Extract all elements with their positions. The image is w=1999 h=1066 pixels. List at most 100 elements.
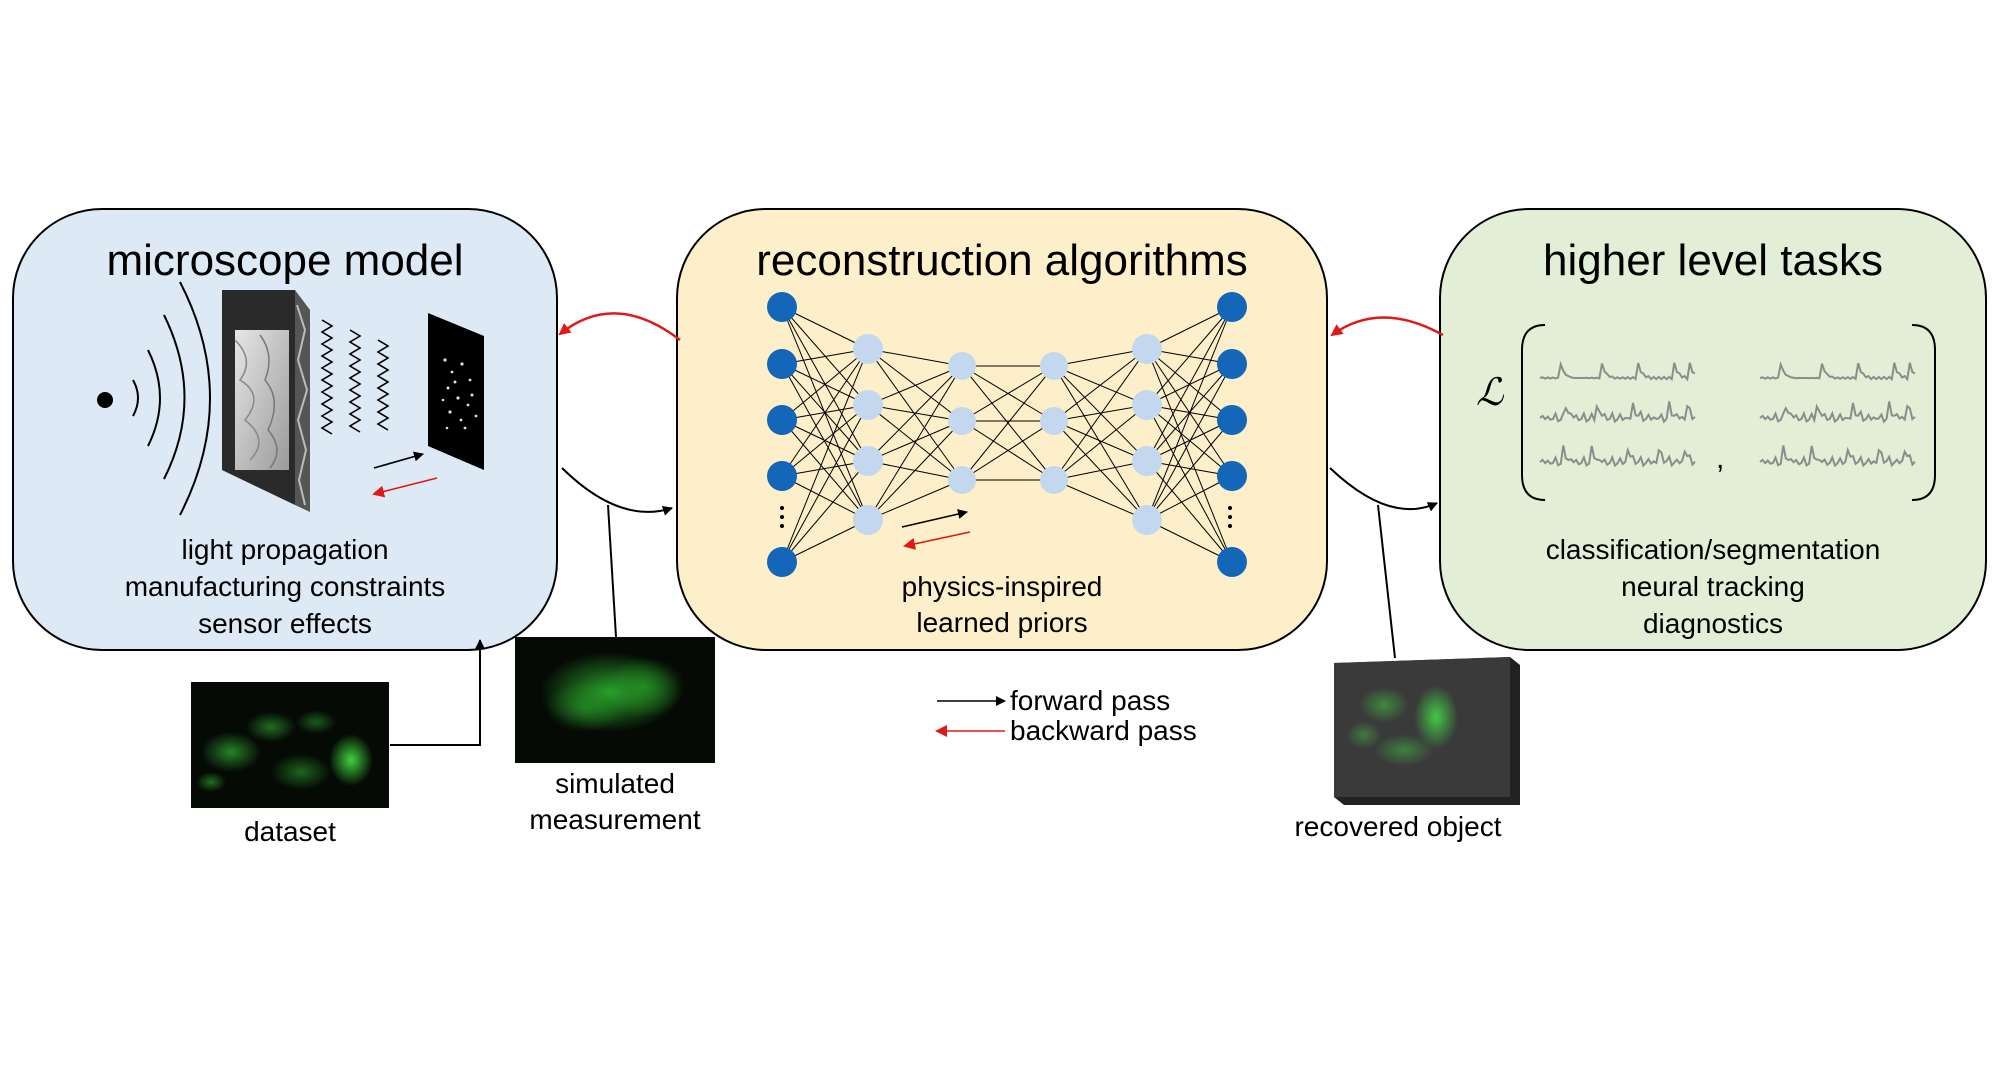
network-edge xyxy=(1146,306,1233,462)
network-edge xyxy=(1053,348,1148,422)
network-edge xyxy=(781,306,869,350)
network-edge xyxy=(1053,420,1148,462)
network-node xyxy=(1132,390,1162,420)
point-source-icon xyxy=(97,392,113,408)
network-node xyxy=(767,292,797,322)
network-edge xyxy=(867,348,963,367)
network-node xyxy=(853,390,883,420)
calcium-traces xyxy=(1539,360,1916,468)
forward-arrow-microscope-to-recon xyxy=(561,467,673,516)
network-edge xyxy=(1146,475,1233,521)
network-edge xyxy=(1053,348,1148,367)
network-edge xyxy=(781,348,869,421)
network-node xyxy=(948,466,976,494)
microscope-line-2: manufacturing constraints xyxy=(124,571,446,602)
recovered-object-image xyxy=(1334,655,1520,805)
legend-backward-label: backward pass xyxy=(1010,715,1197,746)
network-edge xyxy=(781,348,869,477)
network-edge xyxy=(1146,306,1233,521)
tasks-line-3: diagnostics xyxy=(1642,608,1784,639)
network-node xyxy=(853,505,883,535)
simulated-measurement-image xyxy=(515,637,715,763)
trace-line xyxy=(1539,401,1696,424)
trace-line xyxy=(1759,360,1916,382)
network-node xyxy=(767,405,797,435)
network-edge xyxy=(1146,519,1233,563)
network-node xyxy=(1040,352,1068,380)
sensor-icon xyxy=(428,313,484,470)
microscope-line-1: light propagation xyxy=(181,534,389,565)
network-node xyxy=(1132,446,1162,476)
network-edge xyxy=(1146,419,1233,521)
microscope-model-title: microscope model xyxy=(106,236,464,285)
recovered-object-link xyxy=(1377,504,1396,659)
network-edge xyxy=(1053,348,1148,481)
network-node xyxy=(1040,407,1068,435)
dataset-arrow xyxy=(390,639,485,746)
backward-arrow-recon-to-microscope xyxy=(558,312,681,341)
ellipsis-dots xyxy=(780,506,1232,528)
network-edge xyxy=(781,460,869,563)
wavefront-icon xyxy=(132,281,211,516)
reconstruction-line-1: physics-inspired xyxy=(901,571,1103,602)
network-edge xyxy=(867,365,963,521)
network-edge xyxy=(1053,404,1148,422)
bracket-icons xyxy=(1521,324,1936,501)
waves-icon xyxy=(320,319,390,435)
loss-symbol: ℒ xyxy=(1476,370,1504,414)
recovered-object-label: recovered object xyxy=(1294,811,1502,842)
network-edge xyxy=(1053,404,1148,481)
dataset-image xyxy=(191,682,389,808)
network-node xyxy=(948,407,976,435)
network-edge xyxy=(1146,419,1233,462)
trace-line xyxy=(1539,445,1696,468)
network-edge xyxy=(1053,479,1148,521)
trace-line xyxy=(1759,401,1916,424)
tasks-line-2: neural tracking xyxy=(1621,571,1805,602)
network-edge xyxy=(1146,404,1233,563)
network-node xyxy=(1040,466,1068,494)
network-edge xyxy=(781,363,869,521)
reconstruction-title: reconstruction algorithms xyxy=(756,236,1248,285)
network-edge xyxy=(781,475,869,521)
reconstruction-line-2: learned priors xyxy=(916,607,1088,638)
neural-network-edges xyxy=(781,306,1233,563)
network-edge xyxy=(781,348,869,563)
loss-separator: , xyxy=(1716,442,1725,475)
network-node xyxy=(853,334,883,364)
trace-line xyxy=(1759,445,1916,468)
simulated-measurement-link xyxy=(607,504,617,638)
network-edge xyxy=(867,365,963,462)
network-edge xyxy=(1146,460,1233,563)
network-node xyxy=(853,446,883,476)
tasks-line-1: classification/segmentation xyxy=(1545,534,1881,565)
neural-network-icon xyxy=(767,292,1247,577)
network-node xyxy=(767,349,797,379)
network-edge xyxy=(961,365,1055,481)
network-node xyxy=(1217,405,1247,435)
network-node xyxy=(1217,292,1247,322)
tasks-title: higher level tasks xyxy=(1543,236,1883,285)
network-edge xyxy=(781,419,869,521)
network-edge xyxy=(867,420,963,521)
network-node xyxy=(767,461,797,491)
forward-arrow-recon-to-tasks xyxy=(1329,467,1438,512)
network-node xyxy=(1217,461,1247,491)
backward-arrow-tasks-to-recon xyxy=(1330,316,1444,337)
network-edge xyxy=(1146,306,1233,350)
network-edge xyxy=(1146,306,1233,406)
legend-forward-label: forward pass xyxy=(1010,685,1171,716)
network-edge xyxy=(781,306,869,521)
phase-mask-icon xyxy=(222,290,310,512)
network-edge xyxy=(961,365,1055,422)
network-edge xyxy=(867,479,963,521)
network-edge xyxy=(867,348,963,481)
network-node xyxy=(1132,334,1162,364)
network-edge xyxy=(867,420,963,462)
network-edge xyxy=(1146,363,1233,521)
network-edge xyxy=(781,404,869,563)
simulated-measurement-label-1: simulated xyxy=(555,768,675,799)
network-edge xyxy=(961,420,1055,481)
network-node xyxy=(767,547,797,577)
